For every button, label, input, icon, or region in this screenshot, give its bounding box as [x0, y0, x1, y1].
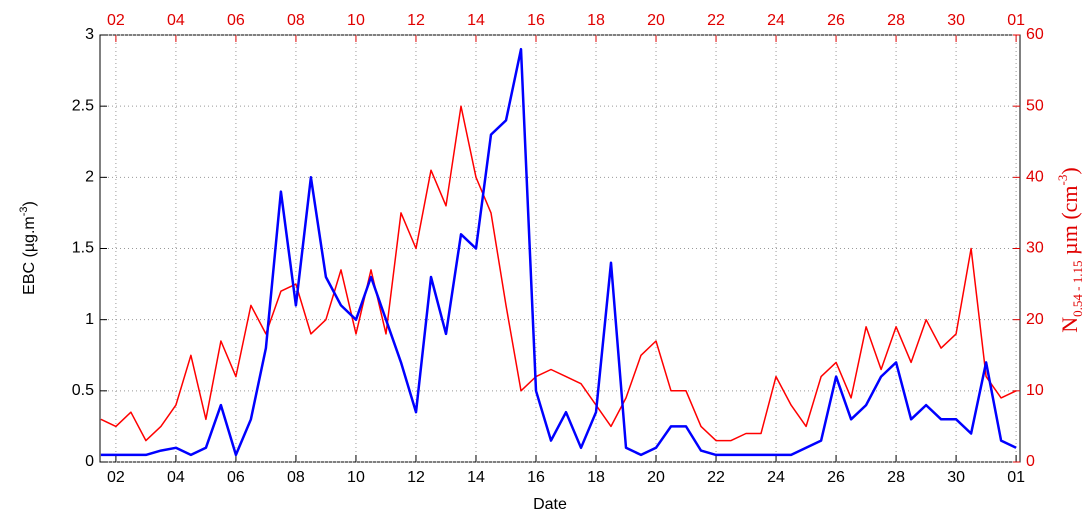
y2-tick-label: 50: [1026, 97, 1044, 114]
y2-label-sub: 0.54 - 1.15: [1070, 260, 1085, 316]
y2-label-text: N: [1057, 317, 1082, 333]
x2-tick-label: 16: [527, 12, 545, 29]
x2-tick-label: 08: [287, 12, 305, 29]
x2-tick-label: 30: [947, 12, 965, 29]
x-tick-label: 16: [527, 469, 545, 486]
data-line: [100, 105, 1017, 442]
x-tick-label: 14: [467, 469, 485, 486]
x-tick-label: 06: [227, 469, 245, 486]
x2-tick-label: 14: [467, 12, 485, 29]
x2-tick-label: 02: [107, 12, 125, 29]
y2-tick-label: 60: [1026, 26, 1044, 43]
y2-tick-label: 20: [1026, 311, 1044, 328]
y-tick-label: 0.5: [72, 382, 94, 399]
x-tick-label: 08: [287, 469, 305, 486]
y2-label-mid: µm (cm: [1057, 185, 1082, 260]
y-tick-label: 0: [85, 453, 94, 470]
x2-tick-label: 20: [647, 12, 665, 29]
x2-tick-label: 26: [827, 12, 845, 29]
x2-tick-label: 01: [1007, 12, 1025, 29]
x-tick-label: 01: [1007, 469, 1025, 486]
data-line: [100, 47, 1017, 457]
y-tick-label: 3: [85, 26, 94, 43]
y-label-text: EBC (µg.m: [21, 216, 38, 295]
x2-tick-label: 04: [167, 12, 185, 29]
x2-tick-label: 10: [347, 12, 365, 29]
y2-tick-label: 0: [1026, 453, 1035, 470]
x2-tick-label: 22: [707, 12, 725, 29]
y-tick-label: 2.5: [72, 97, 94, 114]
y-tick-label: 1: [85, 311, 94, 328]
x-tick-label: 26: [827, 469, 845, 486]
x-tick-label: 20: [647, 469, 665, 486]
x-tick-label: 24: [767, 469, 785, 486]
y-label-sup: -3: [18, 206, 30, 216]
y2-tick-label: 40: [1026, 169, 1044, 186]
y2-tick-label: 10: [1026, 382, 1044, 399]
x-tick-label: 12: [407, 469, 425, 486]
x2-tick-label: 24: [767, 12, 785, 29]
y-tick-label: 2: [85, 169, 94, 186]
x2-tick-label: 18: [587, 12, 605, 29]
x-tick-label: 18: [587, 469, 605, 486]
x-tick-label: 28: [887, 469, 905, 486]
x-tick-label: 02: [107, 469, 125, 486]
x-tick-label: 22: [707, 469, 725, 486]
x2-tick-label: 12: [407, 12, 425, 29]
y-axis-label: EBC (µg.m-3): [18, 201, 38, 295]
x2-tick-label: 06: [227, 12, 245, 29]
x2-tick-label: 28: [887, 12, 905, 29]
x-axis-label: Date: [533, 496, 567, 513]
x-tick-label: 30: [947, 469, 965, 486]
y-tick-label: 1.5: [72, 240, 94, 257]
x-tick-label: 04: [167, 469, 185, 486]
y2-tick-label: 30: [1026, 240, 1044, 257]
y2-label-end: ): [1057, 167, 1082, 174]
y2-axis-label: N0.54 - 1.15 µm (cm-3): [1055, 167, 1085, 332]
x-tick-label: 10: [347, 469, 365, 486]
y-label-end: ): [21, 201, 38, 206]
y2-label-sup: -3: [1055, 175, 1070, 186]
